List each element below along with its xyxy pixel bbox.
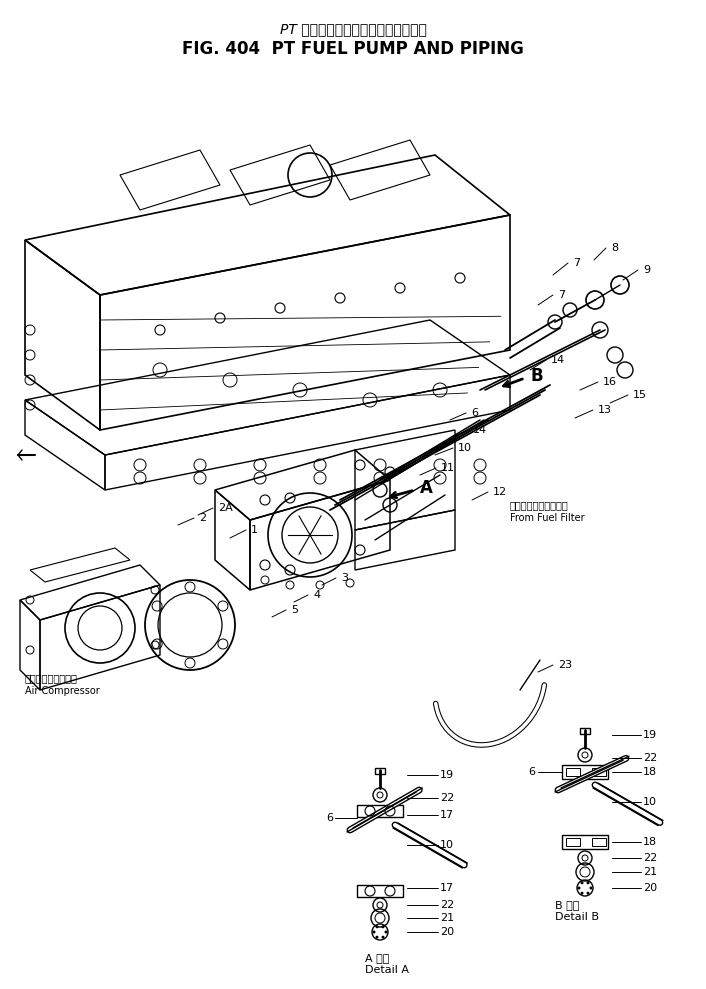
Text: 6: 6 bbox=[528, 767, 535, 777]
Text: 5: 5 bbox=[291, 605, 298, 615]
Text: A 詳細: A 詳細 bbox=[365, 953, 390, 963]
Text: 23: 23 bbox=[558, 660, 572, 670]
Text: 14: 14 bbox=[551, 355, 565, 365]
Bar bbox=[566, 838, 580, 846]
Text: 14: 14 bbox=[473, 425, 487, 435]
Text: 9: 9 bbox=[643, 265, 650, 275]
Text: 7: 7 bbox=[573, 258, 580, 268]
Text: B: B bbox=[530, 367, 543, 385]
Text: 22: 22 bbox=[643, 753, 657, 763]
Bar bbox=[562, 835, 608, 849]
Circle shape bbox=[376, 926, 378, 929]
Text: 10: 10 bbox=[440, 840, 454, 850]
Text: 7: 7 bbox=[558, 290, 565, 300]
Text: PT フェエルポンプおよびパイビング: PT フェエルポンプおよびパイビング bbox=[280, 22, 426, 36]
Text: 20: 20 bbox=[440, 927, 454, 937]
Text: 18: 18 bbox=[643, 837, 657, 847]
Bar bbox=[592, 838, 606, 846]
Text: A: A bbox=[420, 479, 433, 497]
Circle shape bbox=[381, 926, 385, 929]
Text: 15: 15 bbox=[633, 390, 647, 400]
Text: 1: 1 bbox=[251, 525, 258, 535]
Text: Air Compressor: Air Compressor bbox=[25, 686, 100, 696]
Bar bbox=[375, 768, 385, 774]
Text: 10: 10 bbox=[643, 797, 657, 807]
Circle shape bbox=[373, 931, 376, 934]
Text: 20: 20 bbox=[643, 883, 657, 893]
Circle shape bbox=[590, 886, 592, 889]
Text: 2A: 2A bbox=[218, 503, 233, 513]
Text: Detail B: Detail B bbox=[555, 912, 599, 922]
Text: 2: 2 bbox=[199, 513, 206, 523]
Bar bbox=[562, 765, 608, 779]
Circle shape bbox=[580, 881, 583, 884]
Text: 13: 13 bbox=[598, 405, 612, 415]
Text: FIG. 404  PT FUEL PUMP AND PIPING: FIG. 404 PT FUEL PUMP AND PIPING bbox=[182, 40, 524, 58]
Circle shape bbox=[385, 931, 388, 934]
Text: B 詳細: B 詳細 bbox=[555, 900, 580, 910]
Text: 17: 17 bbox=[440, 883, 454, 893]
Circle shape bbox=[381, 936, 385, 939]
Text: 18: 18 bbox=[643, 767, 657, 777]
Circle shape bbox=[376, 936, 378, 939]
Text: 10: 10 bbox=[458, 443, 472, 453]
Bar bbox=[592, 768, 606, 776]
Bar bbox=[580, 728, 590, 734]
Bar bbox=[357, 885, 403, 897]
Text: エアーコンプレッサ: エアーコンプレッサ bbox=[25, 673, 78, 683]
Circle shape bbox=[578, 886, 580, 889]
Text: 22: 22 bbox=[643, 853, 657, 863]
Text: 16: 16 bbox=[603, 377, 617, 387]
Text: From Fuel Filter: From Fuel Filter bbox=[510, 513, 585, 523]
Circle shape bbox=[587, 881, 590, 884]
Text: 3: 3 bbox=[341, 573, 348, 583]
Text: 19: 19 bbox=[440, 770, 454, 780]
Text: 6: 6 bbox=[471, 408, 478, 418]
Text: 11: 11 bbox=[441, 463, 455, 473]
Text: 17: 17 bbox=[440, 810, 454, 820]
Text: 4: 4 bbox=[313, 590, 320, 600]
Circle shape bbox=[587, 892, 590, 895]
Text: 19: 19 bbox=[643, 730, 657, 740]
Text: 22: 22 bbox=[440, 900, 454, 910]
Text: フェエルフィルタから: フェエルフィルタから bbox=[510, 500, 569, 510]
Text: Detail A: Detail A bbox=[365, 965, 409, 975]
Text: 21: 21 bbox=[440, 913, 454, 923]
Circle shape bbox=[580, 892, 583, 895]
Text: 12: 12 bbox=[493, 487, 507, 497]
Text: 6: 6 bbox=[326, 813, 333, 823]
Text: 8: 8 bbox=[611, 243, 618, 253]
Text: 21: 21 bbox=[643, 867, 657, 877]
Text: 22: 22 bbox=[440, 793, 454, 803]
Bar bbox=[357, 805, 403, 817]
Bar bbox=[566, 768, 580, 776]
